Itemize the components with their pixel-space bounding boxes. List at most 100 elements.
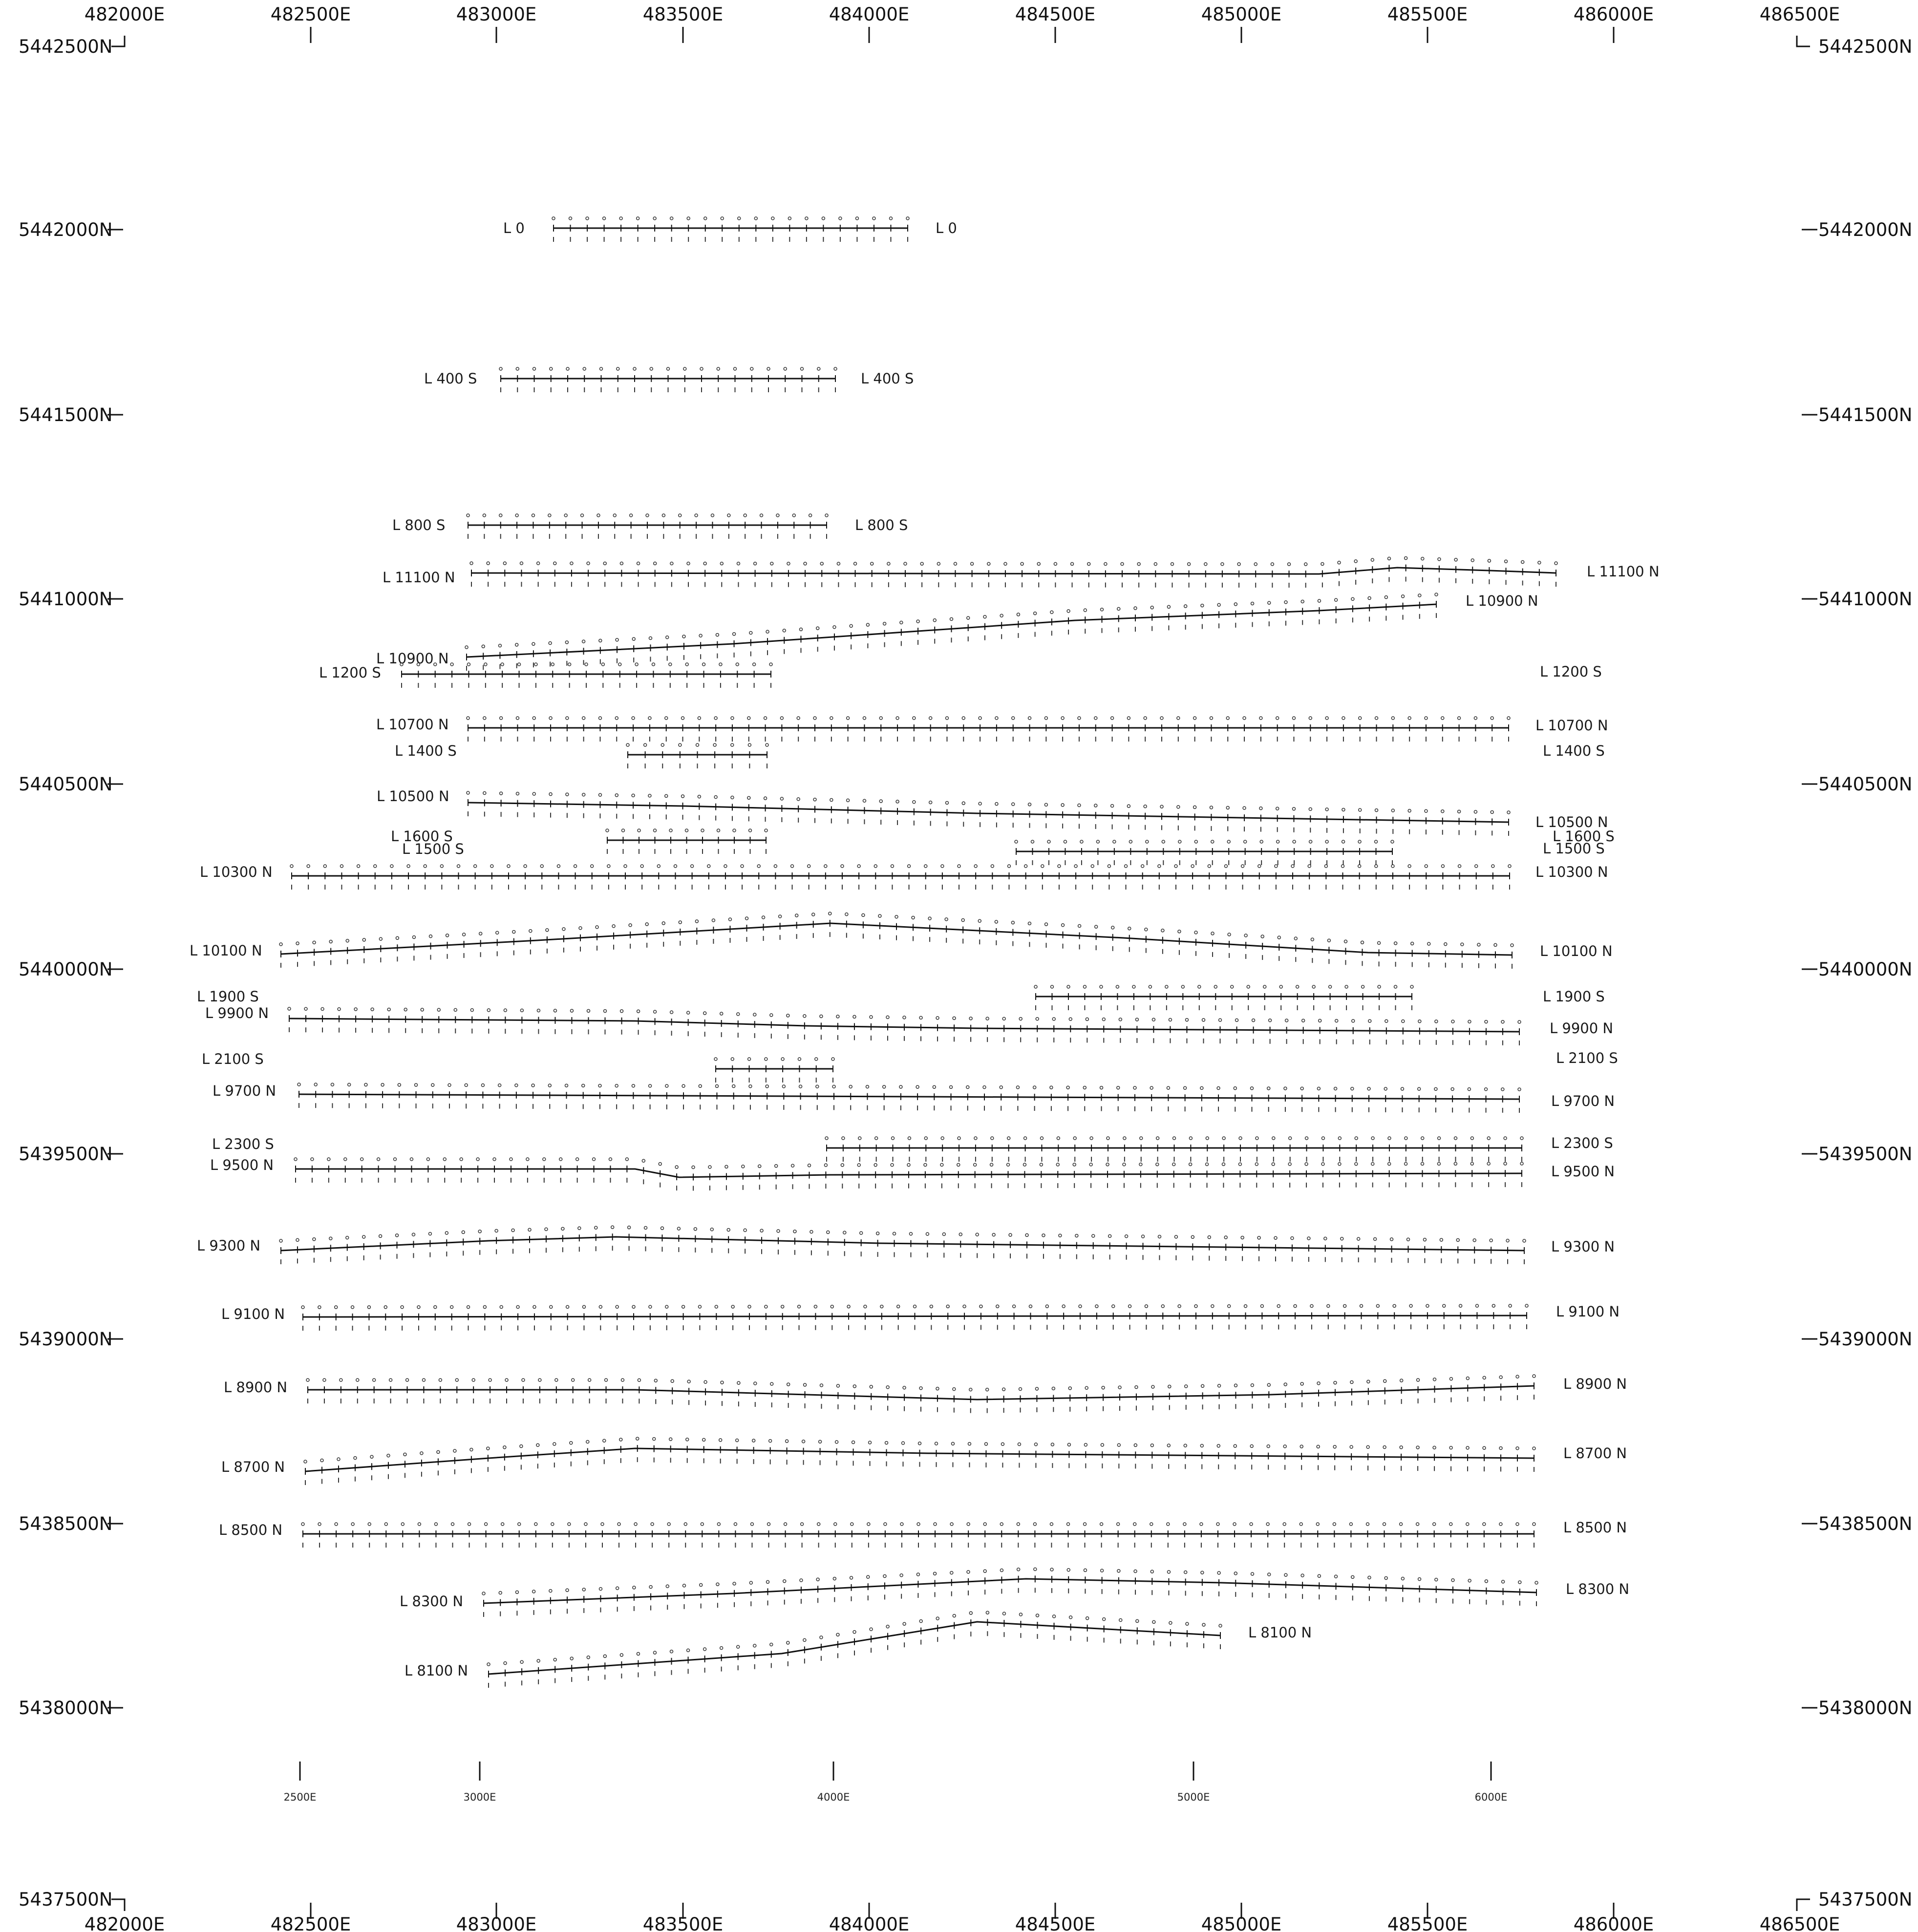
station-mark [1391,716,1395,720]
station-mark [678,920,682,924]
station-mark [1283,1444,1287,1448]
station-mark [1284,1019,1289,1022]
station-mark [1503,1136,1507,1140]
station-mark [1135,1018,1139,1021]
station-mark [1183,604,1188,608]
station-mark [1358,840,1362,844]
station-mark [716,828,721,832]
station-mark [1317,1086,1321,1091]
right-northing-label: 5439000N [1818,1329,1912,1350]
station-mark [1202,1623,1206,1627]
station-mark [1011,802,1015,806]
station-mark [817,367,821,371]
station-mark [818,1440,822,1444]
station-mark [1340,1237,1344,1241]
station-mark [314,1083,318,1086]
station-mark [754,216,758,220]
station-mark [1047,840,1051,844]
station-mark [1499,1522,1503,1526]
station-mark [1308,716,1313,720]
station-mark [1317,599,1321,603]
survey-line: L 9500 N L 9500 N [210,1157,1615,1191]
station-mark [1101,1385,1105,1390]
station-mark [852,1015,856,1019]
station-mark [1133,606,1137,610]
station-mark [763,796,767,800]
station-mark [1089,1136,1093,1140]
station-mark [940,1136,944,1140]
station-mark [586,1655,591,1659]
station-mark [1062,1304,1066,1308]
station-mark [1200,1384,1205,1388]
station-mark [1124,1234,1129,1238]
station-mark [1018,1387,1023,1391]
station-mark [1068,1386,1072,1390]
station-mark [951,1442,955,1446]
station-mark [814,1057,818,1061]
line-label-end: L 8500 N [1563,1519,1627,1536]
station-mark [1133,1443,1138,1447]
station-mark [577,1226,581,1231]
station-mark [406,864,410,868]
station-mark [542,1157,546,1161]
survey-line: L 400 S L 400 S [424,367,914,392]
station-mark [564,1083,569,1087]
station-mark [1437,1162,1441,1166]
station-mark [1341,840,1345,844]
station-mark [1310,937,1315,941]
station-mark [1066,1085,1070,1090]
station-mark [983,1522,987,1526]
station-mark [1366,1445,1370,1449]
station-mark [966,1522,970,1526]
station-mark [1279,985,1283,989]
station-mark [732,828,736,832]
station-mark [1250,601,1255,606]
station-mark [548,1083,552,1087]
line-label-end: L 9100 N [1556,1303,1620,1320]
station-mark [821,216,826,220]
station-mark [1467,1087,1471,1091]
station-mark [832,625,836,629]
station-mark [766,1580,770,1584]
station-mark [1137,562,1141,566]
station-mark [710,513,715,517]
station-mark [700,367,703,371]
station-mark [1099,985,1103,989]
station-mark [796,797,800,801]
station-mark [607,864,611,868]
station-mark [470,1008,474,1012]
station-mark [1204,562,1208,566]
station-mark [1354,1136,1358,1140]
station-mark [825,1136,829,1140]
station-mark [750,1522,754,1526]
line-label-end: L 10900 N [1466,593,1538,609]
station-mark [1127,804,1131,808]
survey-traverse [488,1621,1221,1675]
station-mark [1233,1086,1237,1090]
station-mark [549,1589,553,1593]
station-mark [703,1011,707,1015]
survey-traverse [308,1385,1534,1401]
station-mark [619,216,623,220]
left-northing-axis: 5442500N 5442000N 5441500N 5441000N 5440500N… [19,36,123,1910]
station-mark [975,1232,979,1237]
right-northing-label: 5442000N [1818,219,1912,240]
left-northing-label: 5441000N [19,589,112,610]
station-mark [1277,935,1281,939]
station-mark [1000,614,1003,618]
station-mark [790,1164,795,1168]
survey-line: L 10700 N L 10700 N [376,716,1608,742]
survey-line: L 8500 N L 8500 N [219,1519,1627,1548]
station-mark [565,716,569,720]
station-mark [1246,985,1250,989]
station-mark [909,1231,913,1236]
survey-line: L 11100 N L 11100 N [383,556,1660,588]
station-mark [697,795,702,799]
station-mark [1300,1086,1304,1090]
station-mark [603,1009,607,1013]
station-mark [631,716,635,720]
station-mark [769,662,773,666]
station-mark [867,1522,871,1526]
line-label-start: L 1400 S [395,743,457,759]
station-mark [1358,808,1362,812]
